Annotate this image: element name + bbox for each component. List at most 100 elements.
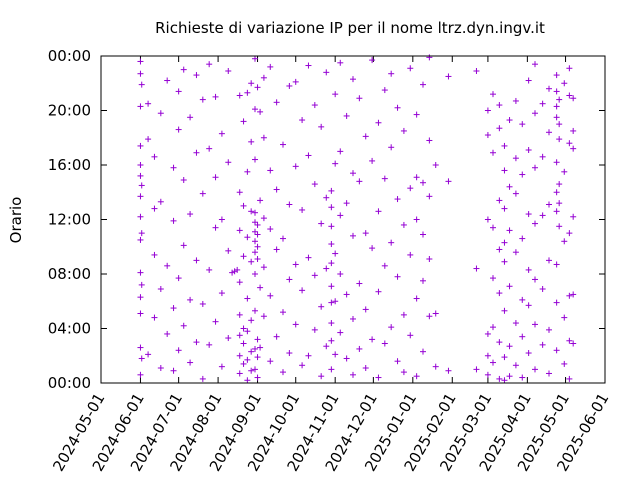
- data-point: [292, 78, 299, 85]
- data-point: [248, 317, 255, 324]
- data-point: [137, 269, 144, 276]
- data-point: [225, 247, 232, 254]
- data-point: [137, 162, 144, 168]
- data-point: [240, 118, 247, 125]
- data-point: [248, 138, 255, 145]
- data-point: [225, 159, 232, 166]
- data-point: [328, 260, 335, 267]
- data-point: [240, 325, 247, 332]
- data-point: [286, 201, 293, 208]
- data-point: [273, 186, 280, 193]
- data-point: [292, 321, 299, 328]
- data-point: [286, 276, 293, 283]
- data-point: [553, 88, 560, 95]
- data-point: [381, 175, 388, 182]
- data-point: [539, 100, 546, 107]
- data-point: [138, 355, 145, 362]
- y-tick-label: 08:00: [48, 265, 91, 283]
- data-point: [501, 142, 508, 149]
- data-point: [180, 322, 187, 329]
- data-point: [519, 374, 526, 381]
- data-point: [240, 253, 247, 260]
- data-point: [343, 291, 350, 298]
- data-point: [362, 230, 369, 237]
- data-point: [257, 284, 264, 291]
- data-point: [350, 170, 356, 177]
- data-point: [328, 366, 335, 373]
- data-point: [506, 227, 513, 234]
- data-point: [490, 224, 496, 231]
- data-point: [252, 307, 258, 314]
- data-point: [473, 265, 480, 272]
- data-point: [337, 271, 344, 277]
- data-point: [254, 231, 261, 238]
- data-point: [556, 223, 563, 230]
- data-point: [328, 204, 335, 211]
- data-points: [137, 54, 577, 384]
- data-point: [566, 292, 573, 299]
- data-point: [257, 197, 264, 204]
- data-point: [252, 271, 258, 277]
- data-point: [553, 208, 560, 215]
- data-point: [244, 328, 251, 335]
- data-point: [420, 179, 426, 186]
- data-point: [407, 332, 414, 339]
- data-point: [218, 130, 225, 137]
- data-point: [328, 241, 335, 248]
- data-point: [546, 326, 552, 333]
- data-point: [496, 246, 503, 253]
- data-point: [328, 320, 335, 327]
- data-point: [388, 239, 395, 246]
- data-point: [138, 230, 145, 237]
- data-point: [299, 362, 306, 369]
- data-point: [151, 153, 158, 160]
- data-point: [137, 371, 144, 378]
- data-point: [311, 102, 318, 109]
- data-point: [570, 291, 577, 298]
- data-point: [311, 326, 318, 333]
- data-point: [225, 67, 232, 74]
- data-point: [484, 371, 491, 378]
- y-tick-label: 16:00: [48, 156, 91, 174]
- data-point: [240, 340, 247, 347]
- data-point: [512, 362, 519, 369]
- data-point: [175, 275, 182, 282]
- data-point: [145, 136, 152, 143]
- data-point: [432, 162, 439, 168]
- data-point: [539, 212, 546, 219]
- data-point: [257, 108, 264, 115]
- data-point: [350, 315, 356, 322]
- data-point: [244, 356, 251, 363]
- data-point: [566, 337, 573, 344]
- data-point: [151, 251, 158, 258]
- data-point: [180, 242, 187, 249]
- data-point: [254, 256, 261, 263]
- data-point: [394, 104, 401, 111]
- data-point: [525, 147, 532, 154]
- data-point: [496, 290, 503, 297]
- data-point: [506, 373, 513, 380]
- data-point: [350, 371, 356, 378]
- data-point: [350, 76, 356, 83]
- data-point: [362, 133, 369, 140]
- data-point: [206, 341, 213, 348]
- data-point: [473, 67, 480, 74]
- data-point: [180, 176, 187, 183]
- data-point: [381, 262, 388, 269]
- data-point: [137, 193, 144, 200]
- data-point: [337, 59, 344, 66]
- data-point: [187, 211, 194, 218]
- data-point: [553, 114, 560, 121]
- data-point: [553, 299, 560, 306]
- data-point: [248, 80, 255, 87]
- data-point: [240, 360, 247, 367]
- data-point: [420, 277, 426, 284]
- data-point: [553, 72, 560, 79]
- data-point: [254, 354, 261, 361]
- data-point: [157, 285, 164, 292]
- data-point: [556, 181, 563, 188]
- data-point: [193, 149, 200, 156]
- data-point: [236, 370, 243, 377]
- data-point: [432, 310, 439, 317]
- data-point: [267, 63, 274, 70]
